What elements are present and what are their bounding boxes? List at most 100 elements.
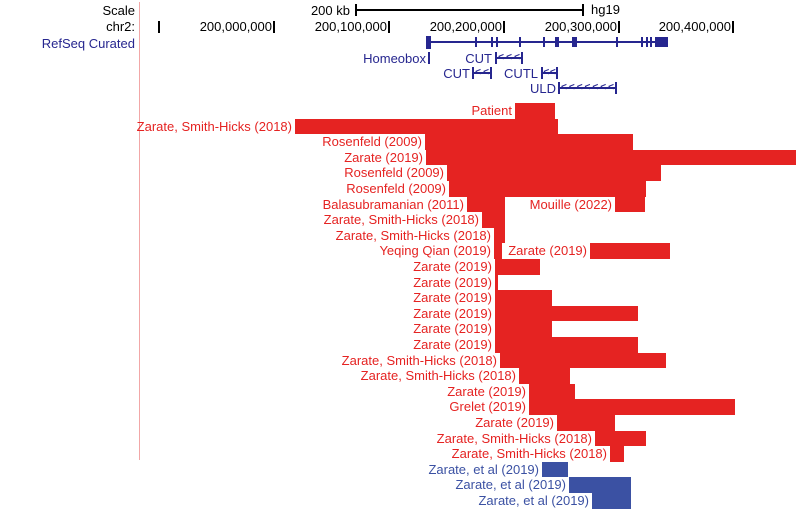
study-label[interactable]: Zarate (2019): [475, 415, 554, 430]
study-label[interactable]: Grelet (2019): [449, 399, 526, 415]
domain-label[interactable]: CUTL: [504, 66, 538, 81]
study-label[interactable]: Zarate, Smith-Hicks (2018): [341, 352, 497, 368]
study-label[interactable]: Zarate, Smith-Hicks (2018): [323, 212, 479, 228]
domain-label[interactable]: CUT: [443, 66, 470, 81]
study-label[interactable]: Patient: [471, 103, 512, 118]
study-label[interactable]: Zarate, et al (2019): [455, 477, 566, 493]
variant-bar[interactable]: [610, 446, 624, 462]
variant-bar[interactable]: [569, 477, 631, 493]
study-label[interactable]: Rosenfeld (2009): [344, 165, 444, 181]
variant-bar[interactable]: [529, 399, 735, 415]
gene-exon[interactable]: [641, 37, 643, 47]
ruler-tick: [732, 21, 734, 33]
study-label[interactable]: Zarate (2019): [447, 383, 526, 399]
left-arrowhead-icon: <: [576, 82, 583, 93]
domain-label[interactable]: CUT: [465, 51, 492, 66]
variant-bar[interactable]: [542, 461, 568, 478]
study-label[interactable]: Zarate, Smith-Hicks (2018): [136, 118, 292, 134]
left-arrowhead-icon: <: [483, 67, 489, 78]
study-label[interactable]: Zarate (2019): [344, 149, 423, 165]
gene-exon[interactable]: [646, 37, 648, 47]
variant-bar[interactable]: [495, 274, 498, 291]
ruler-coordinate: 200,300,000: [544, 19, 617, 34]
study-label[interactable]: Zarate, Smith-Hicks (2018): [360, 368, 516, 384]
study-label[interactable]: Zarate (2019): [413, 290, 492, 306]
domain-label[interactable]: ULD: [529, 81, 556, 96]
variant-bar[interactable]: [519, 368, 570, 384]
variant-bar[interactable]: [495, 305, 638, 322]
gene-exon[interactable]: [475, 37, 477, 47]
gene-exon[interactable]: [519, 37, 521, 47]
domain-tick[interactable]: [428, 52, 430, 64]
left-arrowhead-icon: <: [506, 52, 512, 63]
variant-bar[interactable]: [495, 290, 552, 306]
left-border-line: [139, 2, 140, 460]
study-label[interactable]: Zarate, Smith-Hicks (2018): [451, 446, 607, 462]
variant-bar[interactable]: [495, 321, 552, 337]
variant-bar[interactable]: [495, 337, 638, 353]
domain-extent[interactable]: < <: [541, 67, 558, 79]
gene-exon[interactable]: [555, 37, 559, 47]
domain-extent-line: [474, 72, 490, 74]
variant-bar[interactable]: [590, 243, 670, 259]
study-label[interactable]: Balasubramanian (2011): [322, 196, 464, 212]
study-label[interactable]: Zarate (2019): [508, 243, 587, 259]
variant-bar[interactable]: [295, 118, 558, 135]
study-label[interactable]: Zarate, et al (2019): [428, 461, 539, 477]
study-label[interactable]: Mouille (2022): [529, 196, 612, 212]
left-arrowhead-icon: <: [514, 52, 520, 63]
variant-bar[interactable]: [592, 493, 631, 509]
domain-extent[interactable]: < <: [472, 67, 492, 79]
study-label[interactable]: Zarate, et al (2019): [478, 493, 589, 508]
ruler-coordinate: 200,200,000: [429, 19, 502, 34]
left-arrows-icon: < < < < < < <: [560, 82, 615, 94]
track-label-refseq-curated[interactable]: RefSeq Curated: [41, 36, 135, 51]
gene-exon[interactable]: [543, 37, 545, 47]
gene-exon[interactable]: [426, 35, 431, 49]
variant-bar[interactable]: [615, 196, 645, 213]
gene-intron-line[interactable]: [427, 41, 668, 43]
variant-bar[interactable]: [447, 165, 661, 181]
variant-bar[interactable]: [529, 383, 575, 400]
left-arrowhead-icon: <: [568, 82, 575, 93]
study-label[interactable]: Rosenfeld (2009): [322, 134, 422, 150]
variant-bar[interactable]: [515, 103, 555, 119]
gene-exon[interactable]: [572, 37, 577, 47]
variant-bar[interactable]: [494, 227, 505, 244]
domain-extent[interactable]: < < < < < < <: [558, 82, 617, 94]
study-label[interactable]: Zarate (2019): [413, 274, 492, 290]
gene-exon[interactable]: [491, 37, 493, 47]
gene-exon[interactable]: [496, 37, 498, 47]
study-label[interactable]: Zarate, Smith-Hicks (2018): [335, 227, 491, 243]
variant-bar[interactable]: [500, 352, 666, 369]
scale-bar-right-tick: [582, 4, 584, 16]
variant-bar[interactable]: [595, 430, 646, 447]
study-label[interactable]: Zarate (2019): [413, 337, 492, 352]
variant-bar[interactable]: [426, 149, 796, 166]
variant-bar[interactable]: [495, 259, 540, 275]
study-label[interactable]: Yeqing Qian (2019): [379, 243, 491, 259]
study-label[interactable]: Zarate (2019): [413, 259, 492, 274]
variant-bar[interactable]: [557, 415, 615, 431]
variant-bar[interactable]: [482, 212, 505, 228]
domain-extent-line: [543, 72, 556, 74]
domain-label[interactable]: Homeobox: [363, 51, 426, 66]
domain-extent[interactable]: < < <: [495, 52, 523, 64]
variant-bar[interactable]: [425, 134, 633, 150]
gene-exon[interactable]: [650, 37, 652, 47]
ruler-tick: [503, 21, 505, 33]
left-arrowhead-icon: <: [608, 82, 614, 93]
assembly-label: hg19: [591, 2, 620, 17]
variant-bar[interactable]: [467, 196, 505, 213]
gene-exon[interactable]: [655, 37, 668, 47]
study-label[interactable]: Zarate, Smith-Hicks (2018): [436, 430, 592, 446]
variant-bar[interactable]: [494, 243, 502, 259]
study-label[interactable]: Rosenfeld (2009): [346, 181, 446, 196]
variant-bar[interactable]: [449, 181, 646, 197]
domain-extent-line: [560, 87, 615, 89]
gene-exon[interactable]: [616, 37, 618, 47]
scale-bar-value: 200 kb: [310, 3, 350, 18]
study-label[interactable]: Zarate (2019): [413, 321, 492, 337]
study-label[interactable]: Zarate (2019): [413, 305, 492, 321]
left-arrowhead-icon: <: [592, 82, 599, 93]
